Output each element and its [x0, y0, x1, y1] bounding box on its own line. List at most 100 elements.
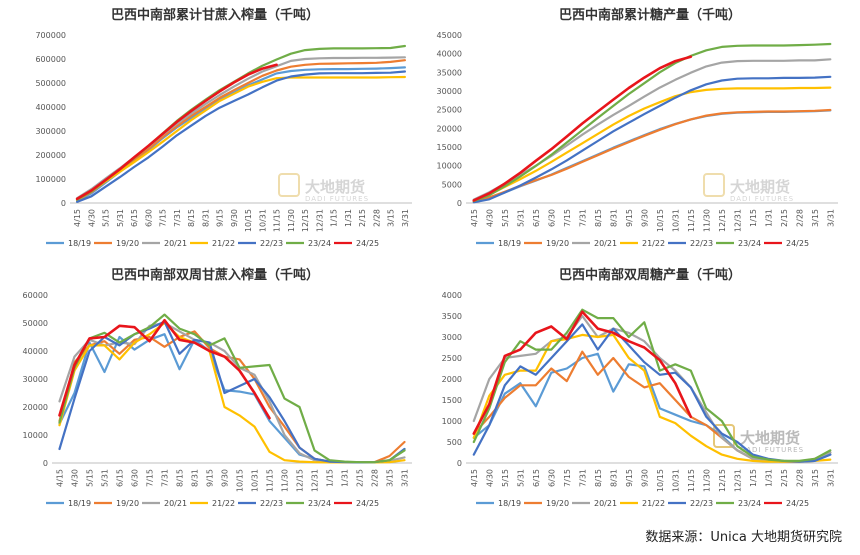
- legend-label: 24/25: [786, 499, 809, 508]
- legend-label: 21/22: [212, 499, 235, 508]
- watermark-text-cn: 大地期货: [740, 429, 800, 447]
- x-tick-label: 9/15: [206, 469, 215, 487]
- x-tick-label: 7/15: [146, 469, 155, 487]
- x-tick-label: 11/15: [687, 469, 696, 492]
- x-tick-label: 2/15: [780, 209, 789, 227]
- y-tick-label: 25000: [437, 106, 462, 115]
- y-tick-label: 3500: [442, 312, 462, 321]
- y-tick-label: 30000: [23, 375, 48, 384]
- x-tick-label: 5/31: [516, 209, 525, 227]
- legend-label: 21/22: [642, 239, 665, 248]
- x-tick-label: 11/15: [266, 469, 275, 492]
- x-tick-label: 4/30: [71, 469, 80, 487]
- x-tick-label: 4/15: [470, 469, 479, 487]
- legend-label: 18/19: [498, 239, 521, 248]
- legend-label: 24/25: [356, 239, 379, 248]
- y-tick-label: 100000: [35, 175, 66, 184]
- y-tick-label: 0: [457, 459, 462, 468]
- y-tick-label: 2000: [442, 375, 462, 384]
- x-tick-label: 12/31: [311, 469, 320, 492]
- x-tick-label: 2/15: [358, 209, 367, 227]
- legend-label: 20/21: [594, 239, 617, 248]
- x-tick-label: 2/15: [356, 469, 365, 487]
- x-tick-label: 10/31: [671, 209, 680, 232]
- chart-title: 巴西中南部双周甘蔗入榨量（千吨）: [111, 267, 319, 283]
- x-tick-label: 1/31: [344, 209, 353, 227]
- x-tick-label: 6/30: [547, 469, 556, 487]
- x-tick-label: 4/30: [485, 209, 494, 227]
- x-tick-label: 5/31: [101, 469, 110, 487]
- y-tick-label: 45000: [437, 31, 462, 40]
- x-tick-label: 7/31: [578, 209, 587, 227]
- y-tick-label: 40000: [23, 347, 48, 356]
- legend-label: 23/24: [308, 239, 331, 248]
- chart-title: 巴西中南部累计甘蔗入榨量（千吨）: [111, 7, 319, 23]
- source-footer: 数据来源：Unica 大地期货研究院: [645, 530, 842, 545]
- x-tick-label: 2/15: [780, 469, 789, 487]
- x-tick-label: 1/15: [326, 469, 335, 487]
- x-tick-label: 10/15: [236, 469, 245, 492]
- x-tick-label: 5/15: [501, 469, 510, 487]
- x-tick-label: 8/15: [187, 209, 196, 227]
- x-tick-label: 3/15: [387, 209, 396, 227]
- watermark-text-en: DADI FUTURES: [305, 195, 369, 203]
- x-tick-label: 3/15: [811, 209, 820, 227]
- x-tick-label: 3/31: [826, 209, 835, 227]
- x-tick-label: 9/15: [216, 209, 225, 227]
- y-tick-label: 0: [43, 459, 48, 468]
- x-tick-label: 8/31: [201, 209, 210, 227]
- legend-label: 22/23: [260, 499, 283, 508]
- x-tick-label: 6/30: [144, 209, 153, 227]
- series-line-22-23: [75, 70, 406, 203]
- x-tick-label: 6/15: [130, 209, 139, 227]
- x-tick-label: 9/15: [625, 209, 634, 227]
- y-tick-label: 5000: [442, 180, 462, 189]
- legend-label: 19/20: [546, 239, 569, 248]
- x-tick-label: 11/15: [687, 209, 696, 232]
- x-tick-label: 12/31: [315, 209, 324, 232]
- x-tick-label: 7/31: [173, 209, 182, 227]
- x-tick-label: 7/15: [563, 209, 572, 227]
- legend: 18/19 19/20 20/21 21/22 22/23 23/24 24/25: [476, 499, 809, 508]
- x-tick-label: 8/31: [609, 469, 618, 487]
- y-tick-label: 500000: [35, 79, 66, 88]
- y-tick-label: 0: [61, 199, 66, 208]
- x-tick-label: 6/15: [116, 469, 125, 487]
- legend-label: 18/19: [68, 499, 91, 508]
- series-line-23-24: [58, 313, 406, 464]
- legend-label: 18/19: [498, 499, 521, 508]
- series-line-20-21: [58, 321, 406, 464]
- x-tick-label: 10/31: [671, 469, 680, 492]
- x-tick-label: 4/30: [485, 469, 494, 487]
- x-tick-label: 8/15: [594, 469, 603, 487]
- x-tick-label: 2/28: [371, 469, 380, 487]
- x-tick-label: 6/30: [547, 209, 556, 227]
- y-tick-label: 500: [447, 438, 462, 447]
- legend-label: 19/20: [116, 239, 139, 248]
- legend-label: 20/21: [594, 499, 617, 508]
- chart-title: 巴西中南部累计糖产量（千吨）: [559, 7, 741, 23]
- x-tick-label: 8/31: [609, 209, 618, 227]
- legend-label: 23/24: [738, 499, 761, 508]
- x-tick-label: 12/15: [296, 469, 305, 492]
- x-tick-label: 1/15: [330, 209, 339, 227]
- watermark-text-en: DADI FUTURES: [740, 446, 804, 454]
- x-tick-label: 3/15: [386, 469, 395, 487]
- chart-bi_sugar: 巴西中南部双周糖产量（千吨） 0 500 1000 1500 2000 2500 3000 35…: [442, 267, 838, 508]
- x-tick-label: 7/31: [578, 469, 587, 487]
- x-tick-label: 5/31: [116, 209, 125, 227]
- x-tick-label: 1/31: [764, 469, 773, 487]
- y-tick-label: 10000: [437, 162, 462, 171]
- series-line-23-24: [472, 42, 832, 203]
- chart-title: 巴西中南部双周糖产量（千吨）: [559, 267, 741, 283]
- legend-label: 21/22: [642, 499, 665, 508]
- x-tick-label: 10/15: [656, 209, 665, 232]
- legend-label: 18/19: [68, 239, 91, 248]
- legend: 18/19 19/20 20/21 21/22 22/23 23/24 24/25: [46, 499, 379, 508]
- legend-label: 23/24: [738, 239, 761, 248]
- series-line-24-25: [58, 318, 271, 420]
- watermark-text-cn: 大地期货: [305, 178, 365, 196]
- watermark-logo-icon: [703, 173, 725, 197]
